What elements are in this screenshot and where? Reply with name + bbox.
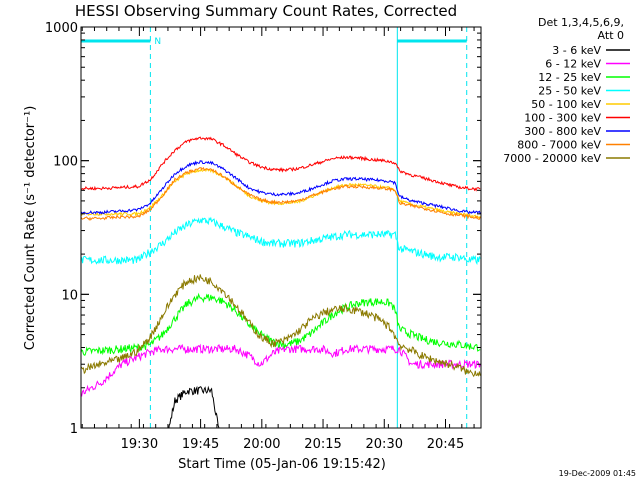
legend-header-1: Det 1,3,4,5,6,9, bbox=[538, 16, 624, 29]
series-line-300to800keV bbox=[81, 159, 481, 215]
footer-timestamp: 19-Dec-2009 01:45 bbox=[559, 469, 636, 478]
series-line-7000to20000keV bbox=[81, 274, 481, 378]
x-tick-label: 19:45 bbox=[182, 437, 219, 452]
series-line-100to300keV bbox=[81, 136, 481, 192]
y-tick-label: 10 bbox=[61, 288, 78, 303]
series-line-800to7000keV bbox=[81, 166, 481, 221]
y-axis-label: Corrected Count Rate (s⁻¹ detector⁻¹) bbox=[23, 106, 38, 351]
plot-frame bbox=[80, 26, 482, 429]
x-tick-label: 20:15 bbox=[304, 437, 341, 452]
y-tick-label: 1 bbox=[70, 422, 78, 437]
legend-label: 300 - 800 keV bbox=[524, 125, 601, 138]
night-label: N bbox=[154, 37, 161, 47]
legend-label: 6 - 12 keV bbox=[545, 58, 601, 71]
x-tick-label: 20:45 bbox=[427, 437, 464, 452]
night-bands: N bbox=[80, 27, 468, 428]
legend-label: 50 - 100 keV bbox=[531, 98, 601, 111]
y-tick-label: 100 bbox=[53, 155, 78, 170]
x-tick-label: 20:00 bbox=[243, 437, 280, 452]
series-layer bbox=[81, 136, 481, 428]
x-axis: 19:30 19:45 20:00 20:15 20:30 20:45 bbox=[81, 27, 475, 452]
legend-label: 800 - 7000 keV bbox=[517, 139, 601, 152]
y-tick-label: 1000 bbox=[45, 21, 78, 36]
x-axis-label: Start Time (05-Jan-06 19:15:42) bbox=[178, 457, 386, 472]
x-tick-label: 19:30 bbox=[121, 437, 158, 452]
legend-label: 12 - 25 keV bbox=[538, 71, 601, 84]
chart-title: HESSI Observing Summary Count Rates, Cor… bbox=[75, 2, 457, 20]
legend-label: 25 - 50 keV bbox=[538, 85, 601, 98]
legend-label: 100 - 300 keV bbox=[524, 112, 601, 125]
series-line-6to12keV bbox=[81, 343, 481, 398]
x-tick-label: 20:30 bbox=[366, 437, 403, 452]
series-line-25to50keV bbox=[81, 216, 481, 266]
legend-header-2: Att 0 bbox=[598, 29, 624, 42]
legend-label: 3 - 6 keV bbox=[552, 44, 601, 57]
legend-label: 7000 - 20000 keV bbox=[503, 152, 601, 165]
y-axis: 1 10 100 1000 bbox=[45, 21, 481, 437]
